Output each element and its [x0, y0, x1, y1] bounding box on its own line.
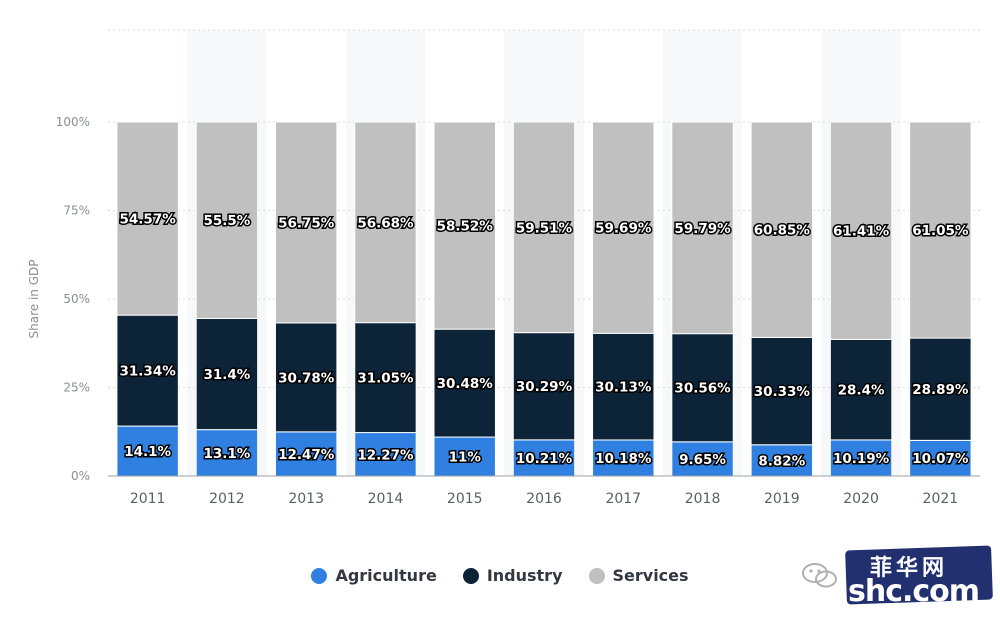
data-label: 31.05%	[357, 371, 414, 387]
bar-segment-services[interactable]	[671, 121, 734, 335]
y-tick-label: 75%	[63, 204, 90, 218]
data-label: 30.33%	[754, 384, 811, 400]
legend-swatch-services	[588, 567, 605, 584]
data-label: 9.65%	[679, 452, 726, 468]
data-label: 30.13%	[595, 380, 652, 396]
data-label: 59.69%	[595, 221, 652, 237]
data-label: 55.5%	[203, 213, 250, 229]
data-label: 10.18%	[595, 451, 652, 467]
data-label: 11%	[449, 450, 482, 466]
data-label: 8.82%	[758, 453, 805, 469]
bar-segment-services[interactable]	[354, 121, 417, 324]
legend-label-services: Services	[612, 566, 689, 585]
data-label: 14.1%	[124, 444, 171, 460]
data-label: 31.34%	[120, 364, 177, 380]
legend-swatch-agriculture	[311, 567, 328, 584]
bar-segment-services[interactable]	[116, 121, 179, 316]
data-label: 10.19%	[833, 451, 890, 467]
legend-item-agriculture[interactable]: Agriculture	[311, 566, 437, 585]
x-tick-label: 2015	[447, 491, 483, 507]
data-label: 28.89%	[912, 382, 969, 398]
bar-segment-services[interactable]	[750, 121, 814, 338]
x-tick-label: 2012	[209, 491, 245, 507]
bar-segment-services[interactable]	[274, 121, 338, 324]
data-label: 61.05%	[912, 223, 969, 239]
bar-segment-services[interactable]	[512, 121, 576, 334]
bar-segment-industry[interactable]	[592, 332, 655, 441]
data-label: 59.51%	[516, 220, 573, 236]
y-axis-label: Share in GDP	[27, 260, 41, 339]
bar-segment-services[interactable]	[195, 121, 259, 319]
x-tick-label: 2017	[605, 491, 641, 507]
x-tick-label: 2019	[764, 491, 800, 507]
bar-segment-services[interactable]	[592, 121, 655, 334]
x-tick-label: 2018	[685, 491, 721, 507]
x-tick-label: 2014	[368, 491, 404, 507]
y-tick-label: 25%	[63, 381, 90, 395]
legend-swatch-industry	[462, 567, 479, 584]
bar-segment-agriculture[interactable]	[512, 439, 576, 477]
data-label: 13.1%	[203, 446, 250, 462]
bar-segment-industry[interactable]	[512, 332, 576, 441]
data-label: 31.4%	[203, 367, 250, 383]
watermark-text-cn: 菲华网	[870, 555, 949, 581]
legend-item-services[interactable]: Services	[588, 566, 689, 585]
bar-segment-industry[interactable]	[671, 333, 734, 443]
x-tick-label: 2016	[526, 491, 562, 507]
y-tick-label: 100%	[56, 115, 90, 129]
data-label: 59.79%	[674, 221, 731, 237]
data-label: 30.78%	[278, 370, 335, 386]
bar-segment-agriculture[interactable]	[116, 425, 179, 477]
data-label: 54.57%	[120, 212, 177, 228]
data-label: 30.29%	[516, 379, 573, 395]
bar-segment-industry[interactable]	[750, 336, 814, 446]
bar-segment-industry[interactable]	[195, 317, 259, 431]
x-tick-label: 2020	[843, 491, 879, 507]
x-tick-label: 2013	[288, 491, 324, 507]
data-label: 28.4%	[838, 383, 885, 399]
data-label: 56.75%	[278, 215, 335, 231]
bar-segment-services[interactable]	[829, 121, 893, 340]
y-tick-label: 50%	[63, 292, 90, 306]
data-label: 56.68%	[357, 215, 414, 231]
data-label: 60.85%	[754, 223, 811, 239]
bar-segment-agriculture[interactable]	[909, 439, 972, 477]
legend-label-industry: Industry	[486, 566, 563, 585]
data-label: 30.56%	[674, 381, 731, 397]
bar-segment-agriculture[interactable]	[274, 431, 338, 477]
bar-segment-industry[interactable]	[116, 314, 179, 427]
bar-segment-services[interactable]	[433, 121, 496, 330]
bar-segment-services[interactable]	[909, 121, 972, 339]
watermark-domain: shc.com	[848, 574, 980, 609]
bar-segment-industry[interactable]	[274, 322, 338, 433]
bar-segment-industry[interactable]	[909, 337, 972, 441]
x-tick-label: 2021	[923, 491, 959, 507]
data-label: 10.07%	[912, 451, 969, 467]
data-label: 12.47%	[278, 447, 335, 463]
data-label: 61.41%	[833, 224, 890, 240]
x-tick-label: 2011	[130, 491, 166, 507]
y-tick-label: 0%	[71, 469, 90, 483]
wechat-icon	[802, 563, 837, 588]
bar-segment-agriculture[interactable]	[671, 441, 734, 477]
data-label: 30.48%	[437, 376, 494, 392]
data-label: 58.52%	[437, 219, 494, 235]
bar-segment-industry[interactable]	[433, 328, 496, 438]
legend-label-agriculture: Agriculture	[335, 566, 437, 585]
data-label: 12.27%	[357, 447, 414, 463]
legend: Agriculture Industry Services	[0, 566, 1000, 585]
legend-item-industry[interactable]: Industry	[462, 566, 563, 585]
data-label: 10.21%	[516, 451, 573, 467]
